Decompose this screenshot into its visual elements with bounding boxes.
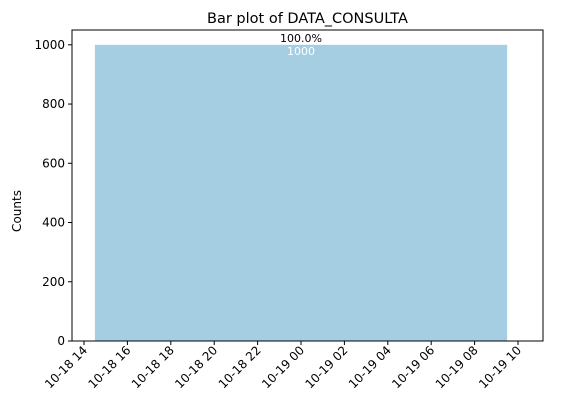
y-tick-label-4: 800: [42, 97, 65, 111]
x-tick-label-9: 10-19 08: [433, 343, 481, 391]
bar-percent-label-0: 100.0%: [280, 32, 322, 45]
x-tick-label-10: 10-19 10: [476, 343, 524, 391]
y-axis-ticks: 0 200 400 600 800 1000: [34, 38, 72, 348]
x-tick-label-4: 10-18 22: [216, 343, 264, 391]
x-tick-label-6: 10-19 02: [302, 343, 350, 391]
y-tick-label-3: 600: [42, 156, 65, 170]
bars-layer: [94, 44, 508, 342]
x-tick-label-8: 10-19 06: [389, 343, 437, 391]
bar-0: [94, 44, 508, 342]
x-tick-label-3: 10-18 20: [172, 343, 220, 391]
x-tick-label-0: 10-18 14: [42, 343, 90, 391]
x-tick-label-5: 10-19 00: [259, 343, 307, 391]
annotations-layer: 100.0%1000: [280, 32, 322, 58]
bar-count-label-0: 1000: [287, 45, 315, 58]
x-tick-label-7: 10-19 04: [346, 343, 394, 391]
y-tick-label-0: 0: [57, 334, 65, 348]
y-tick-label-1: 200: [42, 275, 65, 289]
x-tick-label-1: 10-18 16: [85, 343, 133, 391]
x-tick-label-2: 10-18 18: [129, 343, 177, 391]
y-tick-label-2: 400: [42, 216, 65, 230]
chart-title: Bar plot of DATA_CONSULTA: [207, 11, 408, 27]
y-tick-label-5: 1000: [34, 38, 65, 52]
y-axis-label: Counts: [10, 190, 24, 232]
plot-frame: [71, 29, 544, 342]
